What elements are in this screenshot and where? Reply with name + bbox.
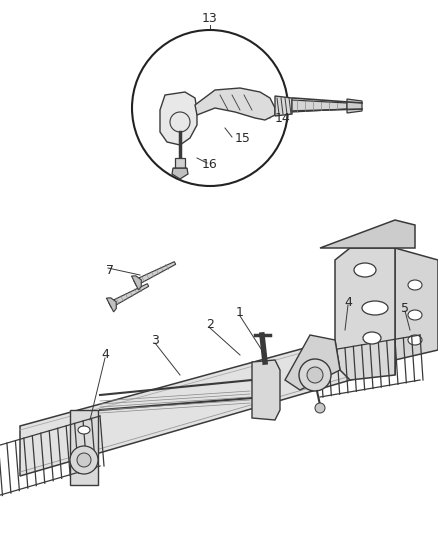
Polygon shape: [285, 335, 340, 390]
Polygon shape: [134, 262, 176, 286]
Polygon shape: [70, 410, 98, 485]
Polygon shape: [109, 284, 148, 308]
Text: 13: 13: [202, 12, 218, 25]
Polygon shape: [160, 92, 197, 145]
Text: 5: 5: [401, 302, 409, 314]
Polygon shape: [320, 220, 415, 248]
Circle shape: [299, 359, 331, 391]
Ellipse shape: [78, 426, 90, 434]
Polygon shape: [395, 248, 438, 375]
Polygon shape: [175, 158, 185, 168]
Polygon shape: [172, 168, 188, 179]
Text: 4: 4: [101, 349, 109, 361]
Text: 2: 2: [206, 319, 214, 332]
Text: 1: 1: [236, 306, 244, 319]
Circle shape: [77, 453, 91, 467]
Text: 14: 14: [275, 111, 291, 125]
Ellipse shape: [408, 310, 422, 320]
Polygon shape: [347, 99, 362, 113]
Polygon shape: [252, 360, 280, 420]
Polygon shape: [195, 88, 275, 120]
Circle shape: [70, 446, 98, 474]
Polygon shape: [275, 96, 292, 116]
Polygon shape: [335, 248, 395, 380]
Ellipse shape: [354, 263, 376, 277]
Circle shape: [315, 403, 325, 413]
Ellipse shape: [362, 301, 388, 315]
Ellipse shape: [408, 280, 422, 290]
Text: 15: 15: [235, 132, 251, 144]
Text: 3: 3: [151, 334, 159, 346]
Ellipse shape: [363, 332, 381, 344]
Polygon shape: [131, 276, 141, 290]
Text: 4: 4: [344, 295, 352, 309]
Ellipse shape: [408, 335, 422, 345]
Polygon shape: [292, 100, 347, 112]
Text: 7: 7: [106, 263, 114, 277]
Polygon shape: [20, 326, 385, 476]
Polygon shape: [106, 298, 117, 312]
Circle shape: [307, 367, 323, 383]
Text: 16: 16: [202, 158, 218, 172]
